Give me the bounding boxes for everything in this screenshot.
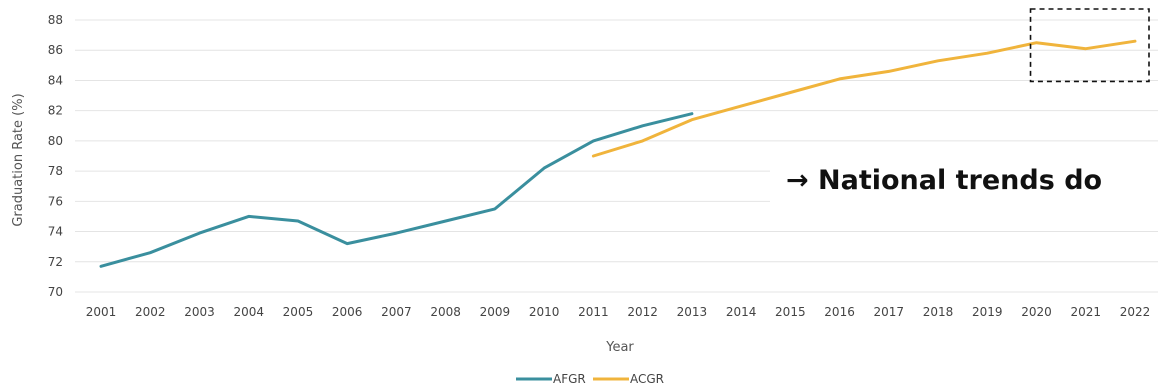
x-tick-label: 2013 [677,305,708,319]
gridlines [75,19,1158,293]
dashed-highlight-box [1029,8,1150,83]
x-tick-label: 2008 [430,305,461,319]
x-tick-label: 2021 [1070,305,1101,319]
y-tick-label: 74 [48,225,63,239]
x-tick-label: 2017 [874,305,905,319]
x-tick-label: 2016 [824,305,855,319]
y-tick-label: 78 [48,164,63,178]
legend-label-acgr: ACGR [630,372,664,386]
x-axis: 2001 2002 2003 2004 2005 2006 2007 2008 2009 2010… [86,305,1151,319]
x-tick-label: 2004 [233,305,264,319]
highlight-box [1029,8,1150,83]
x-tick-label: 2022 [1120,305,1151,319]
y-tick-label: 80 [48,134,63,148]
x-tick-label: 2002 [135,305,166,319]
legend: AFGR ACGR [516,372,664,386]
series-line-afgr [99,112,694,268]
y-axis-title: Graduation Rate (%) [11,93,26,226]
y-tick-label: 76 [48,194,63,208]
x-tick-label: 2012 [627,305,658,319]
y-tick-label: 88 [48,13,63,27]
y-tick-label: 70 [48,285,63,299]
legend-label-afgr: AFGR [553,372,586,386]
x-tick-label: 2009 [480,305,511,319]
x-tick-label: 2006 [332,305,363,319]
x-tick-label: 2005 [283,305,314,319]
x-tick-label: 2019 [972,305,1003,319]
x-tick-label: 2018 [923,305,954,319]
x-tick-label: 2011 [578,305,609,319]
y-tick-label: 82 [48,104,63,118]
x-tick-label: 2010 [529,305,560,319]
series-lines [99,39,1137,268]
series-line-acgr [591,39,1137,158]
y-tick-label: 84 [48,73,63,87]
y-axis: 70 72 74 76 78 80 82 84 86 88 [48,13,63,299]
x-tick-label: 2007 [381,305,412,319]
x-tick-label: 2015 [775,305,806,319]
x-tick-label: 2001 [86,305,117,319]
callout-text: → National trends do [770,158,1159,204]
y-tick-label: 72 [48,255,63,269]
x-tick-label: 2014 [726,305,757,319]
y-tick-label: 86 [48,43,63,57]
x-axis-title: Year [605,340,634,355]
x-tick-label: 2003 [184,305,215,319]
x-tick-label: 2020 [1021,305,1052,319]
